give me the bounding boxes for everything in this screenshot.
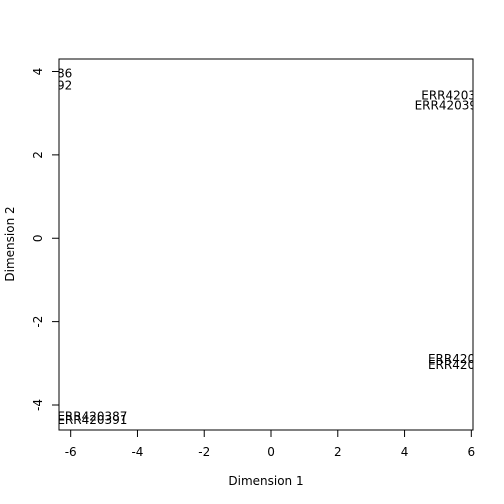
y-axis: -4 -2 0 2 4 — [31, 68, 59, 411]
point-label: ERR420392 — [2, 78, 72, 92]
x-tick-label: -4 — [131, 445, 143, 459]
y-tick-label: 2 — [31, 151, 45, 159]
point-label: ERR420389 — [428, 358, 498, 372]
x-tick-label: 6 — [468, 445, 476, 459]
point-label: ERR420390 — [421, 88, 491, 102]
point-label: ERR420393 — [415, 99, 485, 113]
y-tick-label: -2 — [31, 316, 45, 328]
point-label: ERR420386 — [2, 67, 72, 81]
x-axis: -6 -4 -2 0 2 4 6 — [65, 430, 475, 459]
point-label: ERR420391 — [57, 413, 127, 427]
x-tick-label: -2 — [198, 445, 210, 459]
x-tick-label: 4 — [401, 445, 409, 459]
point-label: ERR420387 — [57, 410, 127, 424]
x-axis-title: Dimension 1 — [228, 474, 303, 488]
x-tick-label: 0 — [267, 445, 275, 459]
y-tick-label: 4 — [31, 68, 45, 76]
x-tick-label: 2 — [334, 445, 342, 459]
y-tick-label: -4 — [31, 399, 45, 411]
y-tick-label: 0 — [31, 234, 45, 242]
y-axis-title: Dimension 2 — [3, 206, 17, 281]
point-label: ERR420388 — [428, 352, 498, 366]
plot-frame — [58, 58, 474, 431]
x-tick-label: -6 — [65, 445, 77, 459]
